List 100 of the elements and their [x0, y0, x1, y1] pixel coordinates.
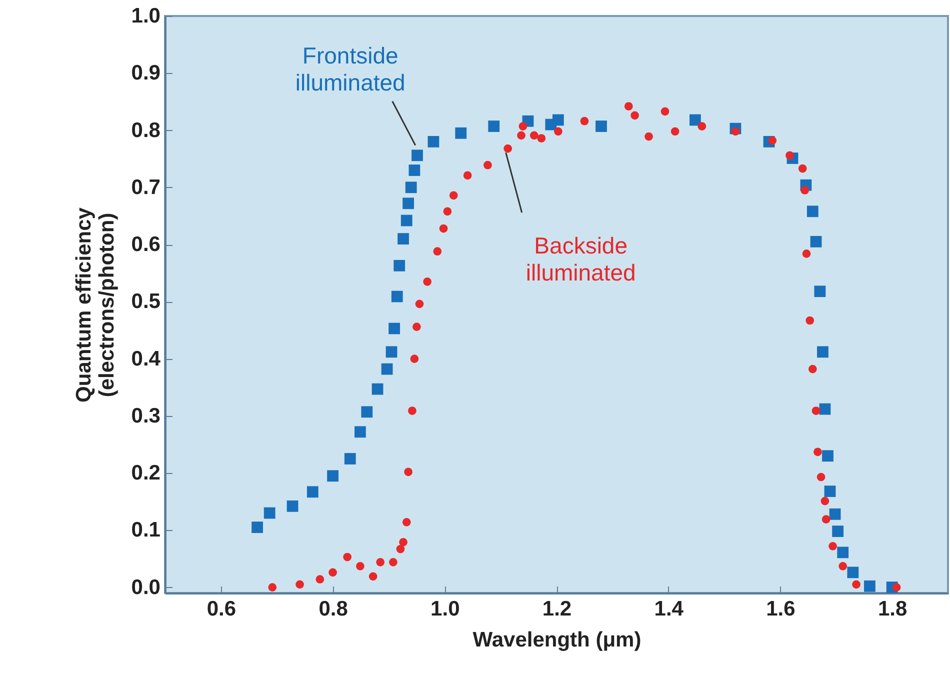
y-tick-label: 0.4: [131, 347, 161, 370]
x-tick-label: 1.4: [654, 598, 684, 620]
point: [690, 114, 701, 126]
point: [537, 134, 546, 142]
point: [852, 580, 860, 589]
point: [402, 518, 411, 526]
point: [356, 562, 364, 570]
annotation: Backside illuminated: [526, 232, 636, 286]
point: [832, 526, 844, 537]
point: [408, 164, 420, 176]
point: [820, 496, 830, 506]
point: [400, 214, 412, 226]
point: [408, 406, 416, 415]
point: [892, 583, 901, 592]
point: [484, 160, 492, 170]
y-tick-label: 0.5: [131, 290, 161, 314]
x-axis-title: Wavelength (μm): [472, 628, 642, 652]
point: [415, 300, 424, 308]
point: [344, 453, 356, 464]
point: [822, 450, 834, 462]
point: [822, 515, 830, 524]
y-tick-label: 0.1: [131, 518, 161, 542]
y-tick-label: 0.9: [131, 62, 160, 85]
point: [798, 164, 807, 173]
point: [412, 322, 421, 331]
point: [488, 120, 500, 132]
annotation: Frontside illuminated: [295, 42, 406, 96]
point: [398, 233, 409, 245]
y-tick-label: 1.0: [131, 4, 160, 28]
point: [296, 580, 304, 589]
point: [530, 131, 538, 140]
point: [252, 522, 263, 534]
point: [630, 111, 639, 120]
point: [824, 486, 836, 498]
point: [806, 316, 814, 325]
point: [864, 580, 876, 592]
point: [361, 406, 373, 418]
point: [268, 583, 277, 592]
point: [439, 224, 448, 233]
point: [399, 538, 408, 546]
point: [816, 472, 826, 482]
point: [433, 247, 442, 256]
point: [786, 151, 794, 160]
point: [410, 354, 419, 363]
point: [381, 363, 393, 375]
point: [463, 171, 472, 180]
point: [837, 546, 849, 558]
point: [391, 290, 403, 302]
x-tick-label: 0.8: [318, 598, 348, 620]
point: [660, 107, 670, 116]
point: [829, 508, 841, 520]
point: [412, 150, 423, 162]
point: [343, 552, 352, 562]
point: [819, 403, 831, 415]
point: [812, 406, 820, 415]
point: [800, 186, 810, 194]
point: [264, 507, 276, 519]
point: [596, 120, 607, 132]
point: [423, 277, 432, 286]
point: [386, 346, 398, 358]
point: [405, 182, 417, 194]
y-tick-label: 0.8: [131, 118, 161, 142]
point: [624, 102, 633, 110]
point: [552, 114, 564, 126]
point: [768, 136, 777, 145]
point: [404, 468, 412, 476]
point: [810, 236, 822, 248]
y-tick-label: 0.7: [131, 176, 160, 199]
y-tick-label: 0.6: [131, 233, 160, 256]
point: [814, 448, 822, 456]
x-tick-label: 0.6: [206, 598, 236, 620]
y-axis-title: Quantum efficiency (electrons/photon): [72, 207, 118, 402]
point: [286, 500, 298, 512]
point: [316, 575, 324, 584]
point: [580, 116, 589, 126]
point: [802, 249, 811, 258]
point: [402, 198, 414, 210]
point: [455, 127, 467, 139]
point: [838, 562, 848, 570]
point: [806, 206, 818, 218]
y-tick-label: 0.0: [131, 576, 160, 599]
point: [388, 322, 400, 334]
point: [518, 122, 528, 130]
y-tick-label: 0.2: [131, 462, 160, 485]
point: [443, 207, 452, 216]
point: [808, 364, 817, 374]
point: [327, 470, 338, 482]
point: [731, 127, 740, 136]
point: [389, 558, 398, 566]
x-tick-label: 1.8: [878, 598, 908, 620]
point: [504, 144, 512, 153]
point: [817, 346, 828, 358]
point: [428, 136, 440, 148]
point: [847, 566, 859, 578]
point: [449, 191, 458, 200]
point: [698, 122, 706, 130]
point: [368, 572, 378, 581]
point: [306, 486, 318, 498]
point: [517, 131, 526, 140]
point: [554, 127, 562, 136]
